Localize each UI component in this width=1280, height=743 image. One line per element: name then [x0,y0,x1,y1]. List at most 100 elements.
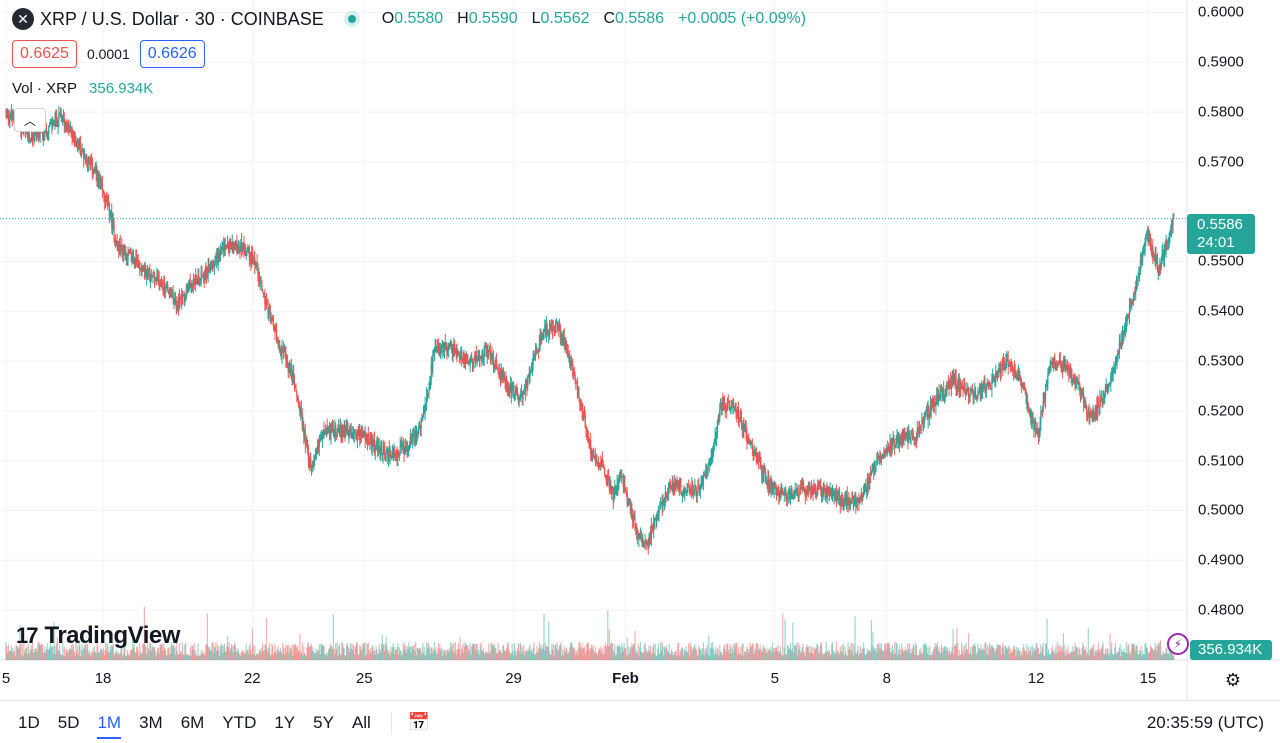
candle-body [599,462,601,467]
volume-bar [344,655,346,660]
range-button-1m[interactable]: 1M [97,711,121,739]
volume-bar [101,652,104,660]
candle-body [848,499,850,504]
candle-body [475,351,477,361]
volume-label[interactable]: Vol · XRP [12,80,78,97]
volume-bar [653,643,655,660]
candle-body [54,120,56,123]
candle-body [412,433,415,437]
candle-body [611,486,613,495]
range-button-3m[interactable]: 3M [139,712,163,732]
sell-button[interactable]: 0.6625 [12,40,77,68]
volume-bar [485,651,487,660]
volume-tag: 356.934K [1190,640,1272,660]
candle-body [988,383,991,385]
candle-body [694,485,696,494]
collapse-legend-button[interactable]: ︿ [14,108,46,132]
candle-body [934,404,936,407]
volume-bar [1114,647,1116,660]
candle-body [324,431,326,434]
calendar-icon[interactable]: 📅 [407,712,431,732]
range-button-1y[interactable]: 1Y [274,712,296,732]
candle-body [768,480,771,488]
candle-body [1039,422,1041,434]
candle-body [978,386,981,392]
candle-body [12,114,14,120]
candle-body [604,474,607,477]
volume-bar [760,650,762,660]
volume-bar [1149,651,1151,660]
time-tick-label: 29 [505,670,522,687]
volume-bar [393,647,395,660]
symbol-title[interactable]: XRP / U.S. Dollar · 30 · COINBASE [40,8,324,29]
range-button-6m[interactable]: 6M [180,712,205,732]
volume-bar [1007,647,1009,660]
candle-body [499,370,502,379]
lightning-icon[interactable]: ⚡ [1167,633,1189,655]
candle-body [324,431,327,433]
candle-body [853,500,855,507]
volume-bar [537,653,539,660]
candle-body [1097,404,1099,415]
candle-body [387,449,389,459]
range-button-all[interactable]: All [351,712,371,732]
candle-body [156,275,158,281]
close-key: C [603,10,616,27]
candle-body [603,466,605,469]
candle-body [329,429,331,436]
volume-bar [291,643,293,660]
range-button-5d[interactable]: 5D [57,712,80,732]
volume-bar [854,616,856,660]
volume-bar [69,649,72,660]
buy-button[interactable]: 0.6626 [139,40,205,68]
volume-bar [1147,653,1149,660]
candle-body [516,391,518,395]
candle-body [248,247,250,259]
range-button-1d[interactable]: 1D [18,712,40,732]
volume-bar [706,644,708,660]
candle-body [980,385,982,395]
volume-bar [612,651,614,660]
volume-bar [247,649,249,660]
candle-body [272,321,275,328]
range-button-5y[interactable]: 5Y [313,712,334,732]
candle-body [785,489,787,493]
candle-body [390,450,392,458]
candle-body [286,360,289,364]
volume-bar [219,655,221,660]
candle-body [915,438,917,440]
volume-bar [952,629,954,660]
candle-body [659,505,661,510]
candle-body [1076,381,1078,383]
volume-bar [77,654,79,660]
volume-bar [136,646,138,660]
chart-settings-icon[interactable]: ⚙ [1224,669,1242,690]
candle-body [559,326,561,339]
tradingview-logo[interactable]: 17 TradingView [16,622,180,650]
candle-body [1159,265,1162,268]
candle-body [639,532,641,536]
volume-bar [524,651,526,660]
volume-bar [433,649,435,660]
volume-bar [683,649,685,660]
volume-bar [1114,642,1117,660]
candle-body [45,125,48,135]
volume-bar [516,651,518,660]
candle-body [161,280,163,287]
volume-bar [405,652,408,660]
volume-bar [440,650,442,660]
volume-bar [807,646,809,660]
candle-body [565,345,568,348]
volume-bar [123,648,125,660]
volume-bar [1094,651,1096,660]
candle-body [441,344,443,353]
candle-body [607,477,610,479]
volume-bar [230,643,233,660]
volume-bar [768,650,770,660]
utc-clock[interactable]: 20:35:59 (UTC) [1146,712,1264,732]
range-button-ytd[interactable]: YTD [222,712,257,732]
volume-bar [83,647,85,660]
volume-bar [933,647,935,660]
volume-bar [558,645,561,660]
